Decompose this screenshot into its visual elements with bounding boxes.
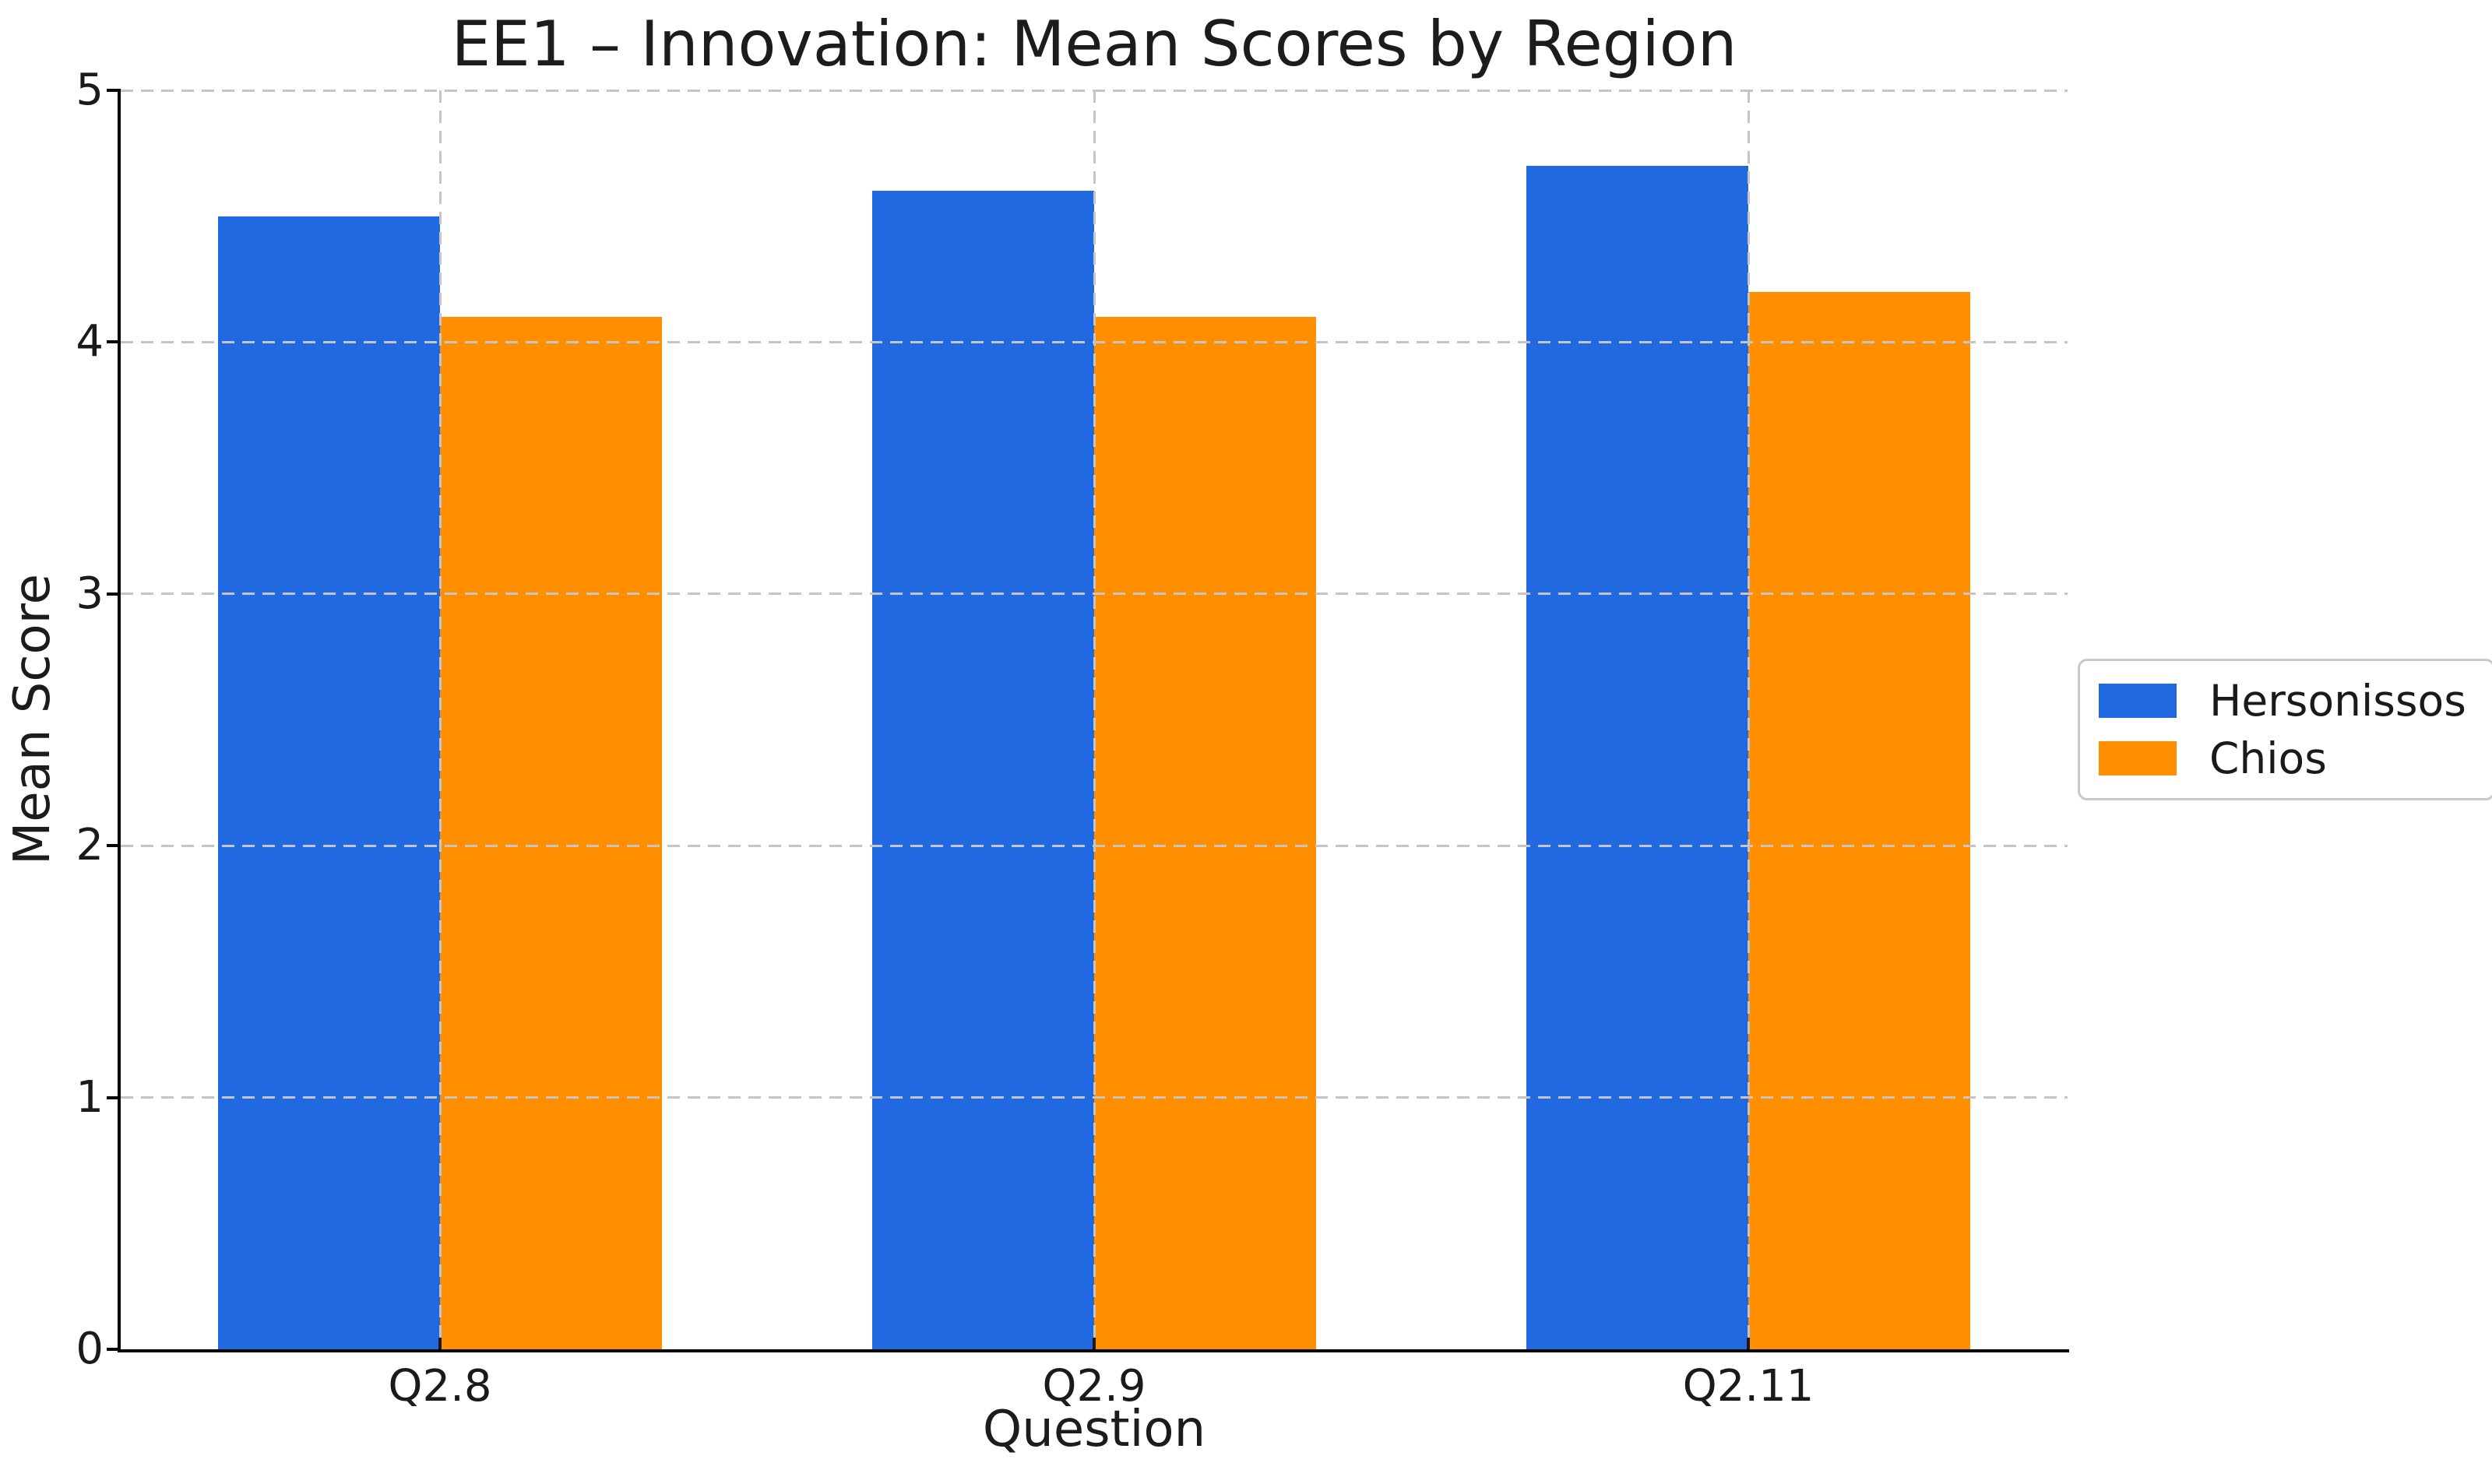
bar-chios-q2-9: [1094, 317, 1316, 1349]
y-tick-label: 1: [76, 1071, 104, 1123]
legend-swatch-chios: [2099, 741, 2177, 775]
y-tick-mark: [107, 592, 121, 596]
legend: Hersonissos Chios: [2078, 659, 2492, 800]
x-axis-label: Question: [982, 1401, 1206, 1458]
y-tick-mark: [107, 1348, 121, 1351]
x-tick-label: Q2.8: [388, 1361, 492, 1412]
bar-hersonissos-q2-11: [1526, 166, 1748, 1349]
y-tick-mark: [107, 1095, 121, 1099]
y-tick-label: 5: [76, 65, 104, 115]
bar-chios-q2-11: [1748, 291, 1970, 1349]
chart-title: EE1 – Innovation: Mean Scores by Region: [451, 8, 1737, 80]
legend-item-chios: Chios: [2099, 734, 2466, 782]
y-tick-mark: [107, 340, 121, 344]
gridline-v: [1747, 90, 1750, 1349]
legend-label-chios: Chios: [2209, 733, 2327, 783]
x-tick-label: Q2.11: [1682, 1361, 1814, 1412]
legend-swatch-hersonissos: [2099, 684, 2177, 718]
y-tick-mark: [107, 89, 121, 92]
x-tick-mark: [1093, 1338, 1096, 1349]
bar-hersonissos-q2-9: [872, 191, 1094, 1349]
gridline-v: [438, 90, 442, 1349]
y-tick-label: 4: [76, 316, 104, 367]
legend-item-hersonissos: Hersonissos: [2099, 677, 2466, 725]
y-tick-label: 2: [76, 820, 104, 871]
y-axis-spine: [118, 90, 121, 1352]
y-tick-mark: [107, 844, 121, 848]
y-axis-label: Mean Score: [4, 574, 62, 865]
bar-hersonissos-q2-8: [218, 216, 440, 1349]
plot-area: [121, 89, 2068, 1349]
x-tick-label: Q2.9: [1042, 1361, 1146, 1412]
y-tick-label: 3: [76, 568, 104, 619]
bar-chios-q2-8: [440, 317, 662, 1349]
x-axis-spine: [118, 1349, 2069, 1352]
x-tick-mark: [1747, 1338, 1750, 1349]
x-tick-mark: [438, 1338, 442, 1349]
legend-label-hersonissos: Hersonissos: [2209, 676, 2466, 726]
gridline-v: [1093, 90, 1096, 1349]
y-tick-label: 0: [76, 1324, 104, 1374]
